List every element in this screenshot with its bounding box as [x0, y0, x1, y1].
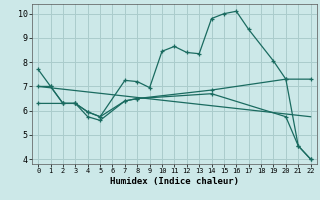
- X-axis label: Humidex (Indice chaleur): Humidex (Indice chaleur): [110, 177, 239, 186]
